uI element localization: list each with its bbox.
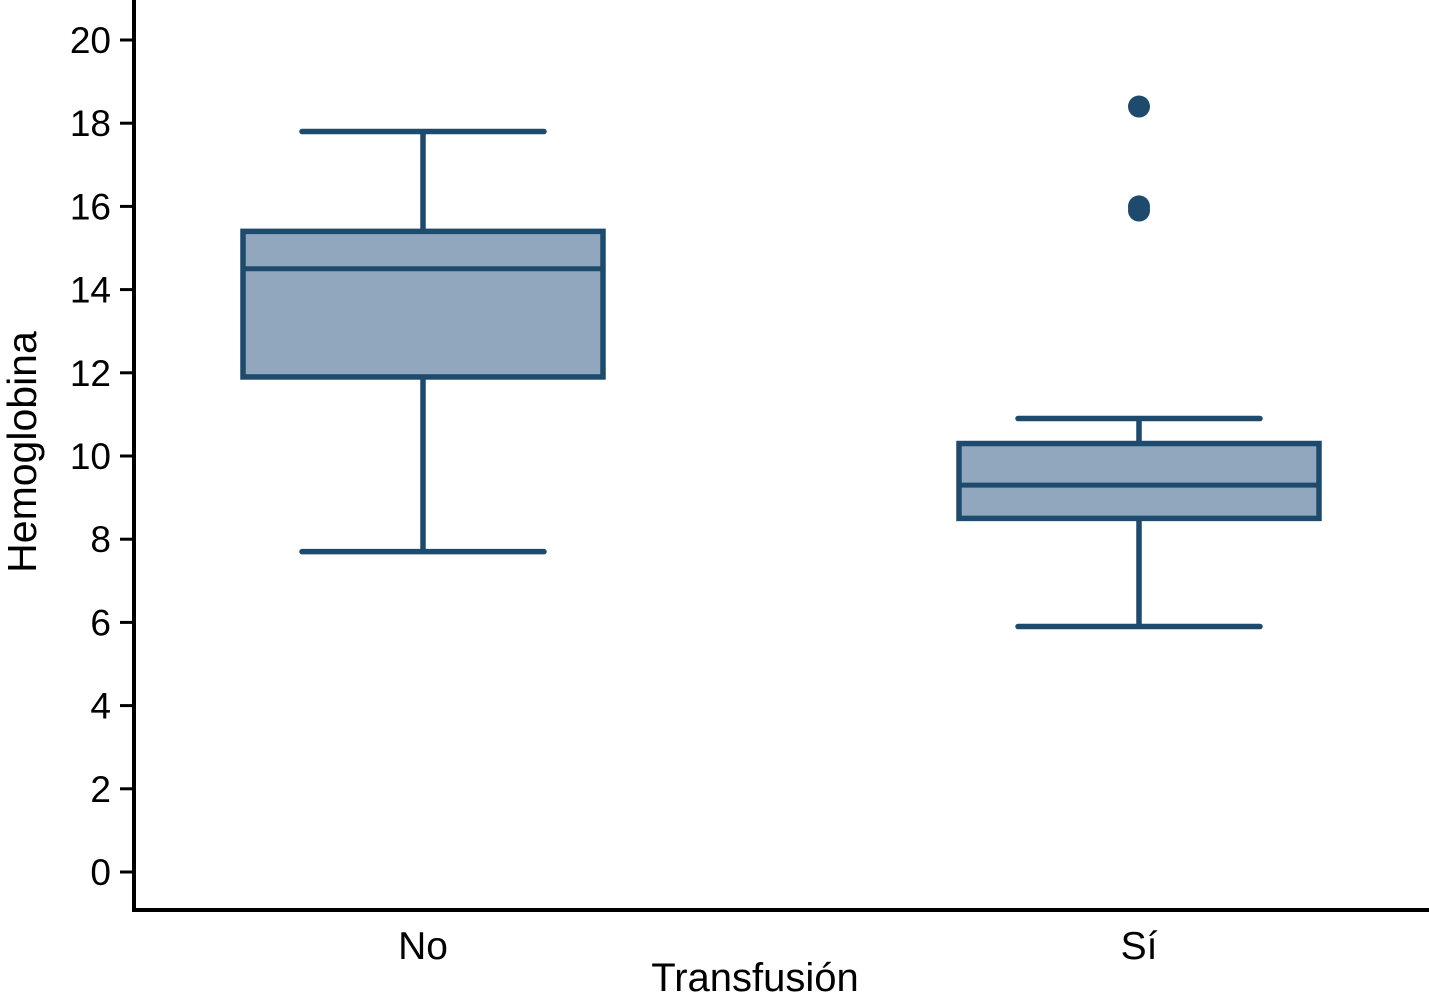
- y-tick-label: 14: [70, 270, 111, 311]
- y-tick-label: 10: [70, 436, 111, 477]
- y-tick-label: 6: [90, 602, 111, 643]
- x-category-label: Sí: [1121, 925, 1158, 968]
- y-tick-label: 2: [90, 769, 111, 810]
- outlier-point: [1128, 195, 1150, 218]
- iqr-box: [956, 440, 1322, 522]
- x-category-label: No: [398, 925, 448, 968]
- y-tick-label: 12: [70, 353, 111, 394]
- y-tick-label: 18: [70, 103, 111, 144]
- iqr-box: [240, 228, 606, 380]
- x-axis-title: Transfusión: [651, 956, 859, 1000]
- y-tick-label: 0: [90, 852, 111, 893]
- y-tick-label: 20: [70, 20, 111, 61]
- outlier-point: [1128, 95, 1150, 118]
- y-tick-label: 16: [70, 186, 111, 227]
- y-axis-title: Hemoglobina: [0, 331, 45, 573]
- y-tick-label: 8: [90, 519, 111, 560]
- y-tick-label: 4: [90, 686, 111, 727]
